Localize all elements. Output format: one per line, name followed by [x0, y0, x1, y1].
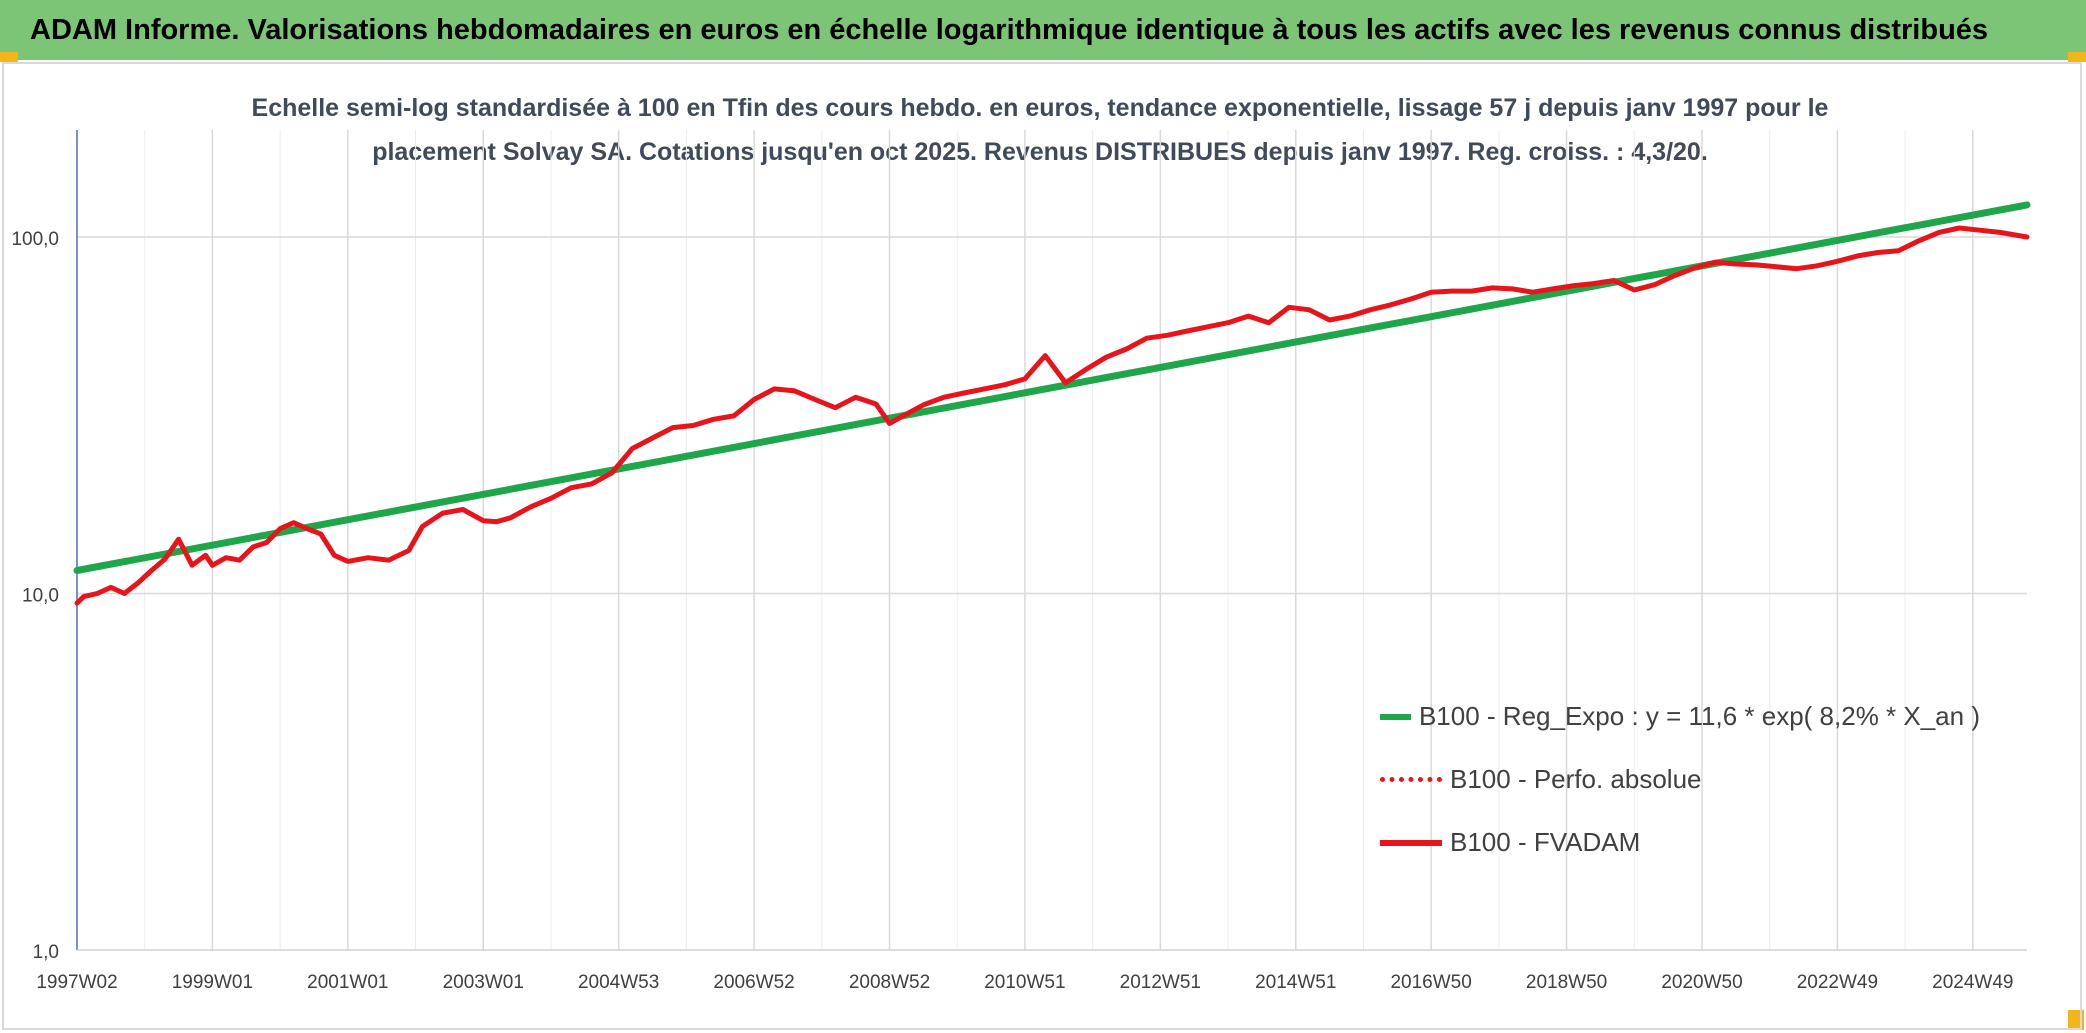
y-tick-labels: 1,0 10,0 100,0 — [11, 229, 59, 963]
chart-series — [73, 201, 2031, 606]
x-tick-label: 1999W01 — [172, 972, 253, 993]
x-tick-label: 2012W51 — [1120, 972, 1201, 993]
legend-label-fvadam: B100 - FVADAM — [1450, 827, 1641, 857]
x-tick-label: 1997W02 — [36, 972, 117, 993]
legend-item-regression: B100 - Reg_Expo : y = 11,6 * exp( 8,2% *… — [1380, 685, 1980, 748]
corner-marker-right — [2068, 52, 2086, 62]
legend-item-fvadam: B100 - FVADAM — [1380, 811, 1980, 874]
header-banner: ADAM Informe. Valorisations hebdomadaire… — [0, 0, 2086, 60]
x-tick-label: 2003W01 — [443, 972, 524, 993]
y-tick-label: 100,0 — [11, 229, 59, 250]
chart-title: Echelle semi-log standardisée à 100 en T… — [240, 86, 1840, 174]
x-tick-label: 2001W01 — [307, 972, 388, 993]
x-tick-label: 2014W51 — [1255, 972, 1336, 993]
x-tick-label: 2004W53 — [578, 972, 659, 993]
series-regression-line — [73, 201, 2031, 574]
x-tick-label: 2020W50 — [1661, 972, 1742, 993]
x-tick-label: 2006W52 — [713, 972, 794, 993]
corner-marker-left — [0, 52, 18, 62]
x-tick-label: 2008W52 — [849, 972, 930, 993]
page-title: ADAM Informe. Valorisations hebdomadaire… — [30, 13, 1989, 46]
legend-swatch-fvadam — [1380, 839, 1442, 846]
y-tick-label: 10,0 — [22, 586, 59, 607]
legend-item-perfo: B100 - Perfo. absolue — [1380, 748, 1980, 811]
legend-label-regression: B100 - Reg_Expo : y = 11,6 * exp( 8,2% *… — [1418, 701, 1980, 731]
x-tick-labels: 1997W02 1999W01 2001W01 2003W01 2004W53 2006W… — [36, 972, 2013, 993]
legend-label-perfo: B100 - Perfo. absolue — [1450, 764, 1702, 794]
x-tick-label: 2022W49 — [1797, 972, 1878, 993]
x-tick-label: 2024W49 — [1932, 972, 2013, 993]
chart-axes — [76, 130, 2027, 951]
chart-title-line2: placement Solvay SA. Cotations jusqu'en … — [372, 138, 1708, 166]
x-tick-label: 2018W50 — [1526, 972, 1607, 993]
chart-legend: B100 - Reg_Expo : y = 11,6 * exp( 8,2% *… — [1380, 685, 1980, 874]
series-fvadam-line — [74, 225, 2030, 606]
x-tick-label: 2010W51 — [984, 972, 1065, 993]
chart-title-line1: Echelle semi-log standardisée à 100 en T… — [251, 94, 1829, 122]
x-tick-label: 2016W50 — [1390, 972, 1471, 993]
legend-swatch-regression — [1380, 713, 1411, 720]
chart-frame — [2, 62, 2082, 1030]
y-tick-label: 1,0 — [33, 942, 59, 963]
legend-swatch-perfo — [1380, 777, 1442, 782]
